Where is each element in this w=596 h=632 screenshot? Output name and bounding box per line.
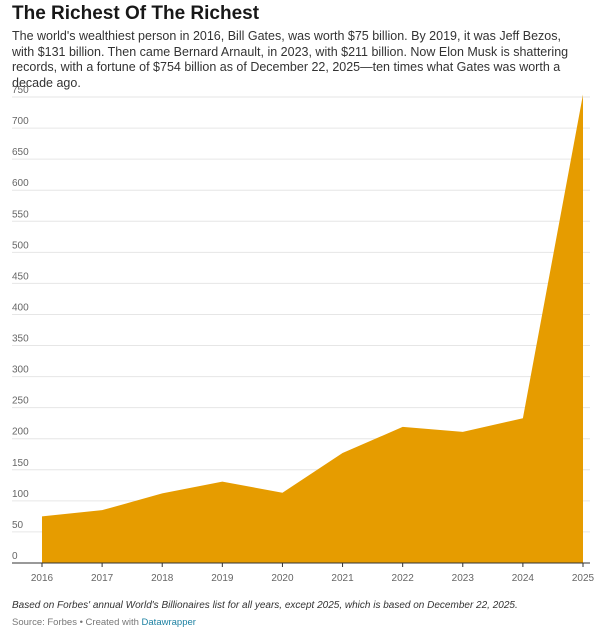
y-axis-ticks: 0 50 100 150 200 250 300 350 400 450 500 550 600 650 7… <box>12 85 29 562</box>
x-tick-label-2018: 2018 <box>151 573 174 584</box>
x-tick-label-2017: 2017 <box>91 573 114 584</box>
x-axis-ticks: 2016 2017 2018 2019 2020 2021 2022 2023 2024 2025 <box>31 563 595 584</box>
y-tick-label-200: 200 <box>12 427 29 438</box>
source-line: Source: Forbes • Created with Datawrappe… <box>12 617 196 628</box>
source-label: Source: Forbes • Created with <box>12 617 142 628</box>
x-tick-label-2020: 2020 <box>271 573 294 584</box>
x-tick-label-2022: 2022 <box>392 573 415 584</box>
x-tick-label-2021: 2021 <box>331 573 354 584</box>
y-tick-label-250: 250 <box>12 396 29 407</box>
chart-subtitle: The world's wealthiest person in 2016, B… <box>12 29 569 90</box>
x-tick-label-2019: 2019 <box>211 573 234 584</box>
y-tick-label-300: 300 <box>12 365 29 376</box>
y-tick-label-450: 450 <box>12 271 29 282</box>
x-tick-label-2025: 2025 <box>572 573 595 584</box>
y-tick-label-50: 50 <box>12 520 24 531</box>
area-series <box>42 94 583 564</box>
y-tick-label-650: 650 <box>12 147 29 158</box>
x-tick-label-2024: 2024 <box>512 573 535 584</box>
y-tick-label-400: 400 <box>12 302 29 313</box>
datawrapper-link[interactable]: Datawrapper <box>141 617 196 628</box>
x-tick-label-2016: 2016 <box>31 573 54 584</box>
y-tick-label-150: 150 <box>12 458 29 469</box>
y-tick-label-100: 100 <box>12 489 29 500</box>
y-tick-label-350: 350 <box>12 334 29 345</box>
chart-title: The Richest Of The Richest <box>12 3 260 24</box>
y-tick-label-500: 500 <box>12 240 29 251</box>
y-tick-label-700: 700 <box>12 116 29 127</box>
chart-notes: Based on Forbes' annual World's Billiona… <box>12 600 518 611</box>
y-tick-label-750: 750 <box>12 85 29 96</box>
y-tick-label-550: 550 <box>12 209 29 220</box>
y-tick-label-0: 0 <box>12 551 18 562</box>
x-tick-label-2023: 2023 <box>452 573 475 584</box>
y-tick-label-600: 600 <box>12 178 29 189</box>
area-fill <box>42 94 583 564</box>
